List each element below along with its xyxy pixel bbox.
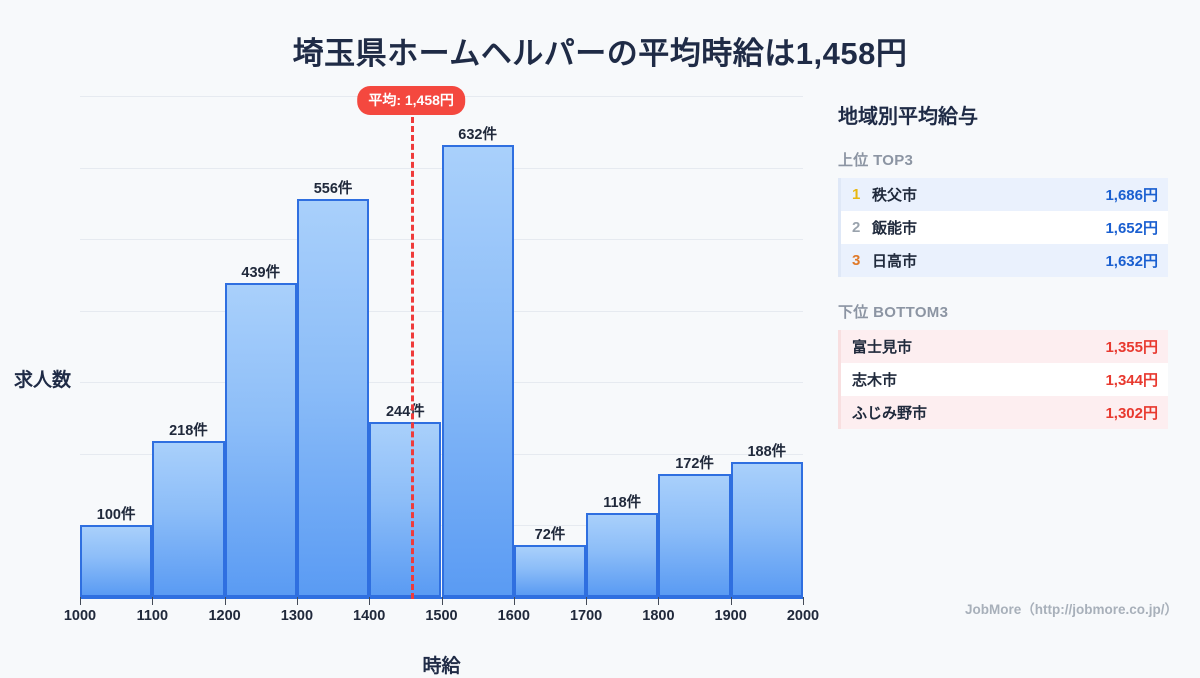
plot-area: 100件 218件 439件 556件 244件 632件 72件 118件 172件 188件: [80, 96, 803, 597]
bar-value-label: 118件: [603, 494, 642, 511]
x-axis-tick: [224, 597, 226, 605]
region-wage-value: 1,355円: [1105, 339, 1158, 356]
top3-row[interactable]: 3 日高市 1,632円: [841, 244, 1168, 277]
bar: [224, 282, 297, 597]
region-wage-value: 1,344円: [1105, 372, 1158, 389]
top3-row[interactable]: 2 飯能市 1,652円: [841, 211, 1168, 244]
sidebar-title: 地域別平均給与: [838, 106, 978, 128]
region-wage-value: 1,686円: [1105, 187, 1158, 204]
x-axis-tick-label: 1600: [497, 608, 530, 624]
x-axis-tick-label: 1700: [569, 608, 603, 624]
region-salary-panel: 地域別平均給与 上位 TOP3 1 秩父市 1,686円 2 飯能市 1,652円 3 日高市…: [838, 100, 1168, 453]
region-name: 富士見市: [852, 339, 913, 356]
bar-value-label: 188件: [747, 444, 787, 461]
x-axis-tick: [152, 597, 154, 605]
rank-number: 2: [852, 219, 861, 236]
x-axis-tick-label: 1500: [425, 608, 458, 624]
top3-list: 1 秩父市 1,686円 2 飯能市 1,652円 3 日高市 1,632円: [838, 178, 1168, 277]
bottom3-row[interactable]: ふじみ野市 1,302円: [841, 396, 1168, 429]
page-title: 埼玉県ホームヘルパーの平均時給は1,458円: [292, 36, 908, 71]
x-axis-tick: [369, 597, 371, 605]
x-axis-title: 時給: [422, 656, 461, 677]
rank-number: 3: [852, 252, 861, 269]
footer-credit: JobMore（http://jobmore.co.jp/）: [965, 602, 1178, 617]
x-axis-tick-label: 2000: [786, 608, 820, 624]
bar: [369, 422, 442, 597]
top3-heading: 上位 TOP3: [838, 152, 914, 169]
x-axis-tick-label: 1200: [208, 608, 241, 624]
region-name: 日高市: [872, 253, 918, 270]
x-axis-tick-label: 1400: [353, 608, 386, 624]
bar: [586, 512, 659, 597]
bar-value-label: 632件: [458, 126, 497, 143]
x-axis-tick: [803, 597, 804, 605]
x-axis-tick: [730, 597, 732, 605]
x-axis-tick: [441, 597, 443, 605]
x-axis-tick-label: 1100: [136, 608, 169, 624]
region-wage-value: 1,652円: [1105, 220, 1158, 237]
x-axis-tick: [513, 597, 515, 605]
x-axis-tick: [296, 597, 298, 605]
bottom3-row[interactable]: 志木市 1,344円: [841, 363, 1168, 396]
bar-value-label: 172件: [675, 455, 714, 472]
x-axis-tick-label: 1900: [714, 608, 747, 624]
bar-value-label: 439件: [241, 264, 281, 281]
rank-number: 1: [852, 186, 861, 203]
region-wage-value: 1,302円: [1105, 405, 1158, 422]
bar: [80, 525, 153, 597]
x-axis-tick: [658, 597, 660, 605]
bar: [730, 462, 803, 597]
top3-row[interactable]: 1 秩父市 1,686円: [841, 178, 1168, 211]
bar-value-label: 244件: [385, 404, 425, 421]
bar: [513, 545, 587, 597]
bar-value-label: 556件: [313, 181, 353, 198]
region-name: 志木市: [852, 372, 898, 389]
x-axis-tick-label: 1300: [280, 608, 314, 624]
bar: [658, 473, 731, 597]
bottom3-list: 富士見市 1,355円志木市 1,344円ふじみ野市 1,302円: [838, 330, 1168, 429]
region-name: 飯能市: [872, 220, 918, 237]
bar-value-label: 218件: [169, 422, 208, 439]
bottom3-heading: 下位 BOTTOM3: [838, 304, 949, 321]
x-axis-tick: [586, 597, 588, 605]
bottom3-row[interactable]: 富士見市 1,355円: [841, 330, 1168, 363]
bar: [296, 199, 370, 597]
y-axis-title: 求人数: [14, 370, 72, 391]
bar: [152, 440, 225, 597]
x-axis-tick: [80, 597, 81, 605]
region-name: ふじみ野市: [852, 405, 928, 422]
average-badge: 平均: 1,458円: [357, 86, 465, 115]
average-line: [411, 108, 415, 599]
region-name: 秩父市: [872, 187, 918, 204]
region-wage-value: 1,632円: [1105, 253, 1158, 270]
x-axis-tick-label: 1000: [63, 608, 97, 624]
chart-panel: 求人数 100件 218件 439件 556件 244件 632件 72件 118件 172件 1…: [0, 86, 830, 677]
bar-value-label: 100件: [96, 507, 136, 524]
bar-value-label: 72件: [534, 527, 566, 544]
bar: [441, 144, 514, 597]
x-axis-tick-label: 1800: [642, 608, 675, 624]
